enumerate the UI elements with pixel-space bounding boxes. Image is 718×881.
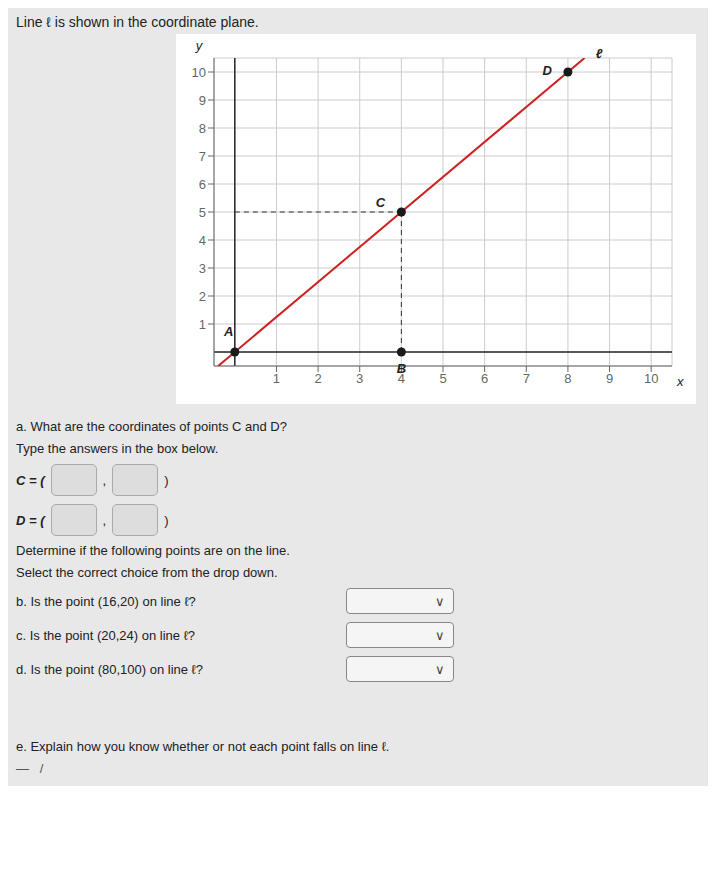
html-text:Select the correct choice from: Select the correct choice from the drop … [16, 565, 278, 580]
svg-text:2: 2 [199, 289, 206, 304]
html-text:a. What are the coordinates of: a. What are the coordinates of points C … [16, 419, 287, 434]
html-text:D = (: D = ( [16, 512, 45, 528]
svg-text:9: 9 [199, 93, 206, 108]
svg-text:7: 7 [199, 149, 206, 164]
html-text:c. Is the point (20,24) on lin: c. Is the point (20,24) on line ℓ? [16, 627, 196, 643]
svg-text:9: 9 [606, 371, 613, 386]
svg-text:6: 6 [199, 177, 206, 192]
svg-text:1: 1 [199, 317, 206, 332]
svg-text:B: B [396, 361, 407, 377]
svg-text:7: 7 [523, 371, 530, 386]
svg-text:2: 2 [314, 371, 321, 386]
html-text:Line ℓ is shown in the coordin: Line ℓ is shown in the coordinate plane. [16, 14, 259, 30]
svg-text:10: 10 [192, 65, 206, 80]
svg-text:8: 8 [199, 121, 206, 136]
html-text:Type the answers in the box be: Type the answers in the box below. [16, 441, 219, 456]
svg-text:D: D [542, 63, 552, 78]
svg-text:C: C [376, 195, 386, 210]
html-text:d. Is the point (80,100) on li: d. Is the point (80,100) on line ℓ? [16, 661, 203, 677]
svg-text:4: 4 [398, 371, 405, 386]
html-text:C = (: C = ( [16, 472, 45, 488]
html-text:b. Is the point (16,20) on lin: b. Is the point (16,20) on line ℓ? [16, 593, 196, 609]
svg-text:8: 8 [564, 371, 571, 386]
svg-text:3: 3 [356, 371, 363, 386]
svg-text:5: 5 [439, 371, 446, 386]
html-text:Determine if the following poi: Determine if the following points are on… [16, 543, 290, 558]
svg-text:y: y [195, 38, 204, 53]
svg-text:4: 4 [199, 233, 206, 248]
svg-text:ℓ: ℓ [596, 46, 603, 61]
svg-text:x: x [676, 374, 684, 389]
html-text:e. Explain how you know whethe: e. Explain how you know whether or not e… [16, 739, 390, 754]
svg-text:10: 10 [644, 371, 658, 386]
svg-text:6: 6 [481, 371, 488, 386]
svg-text:A: A [223, 324, 233, 339]
svg-text:1: 1 [273, 371, 280, 386]
svg-text:5: 5 [199, 205, 206, 220]
svg-text:3: 3 [199, 261, 206, 276]
